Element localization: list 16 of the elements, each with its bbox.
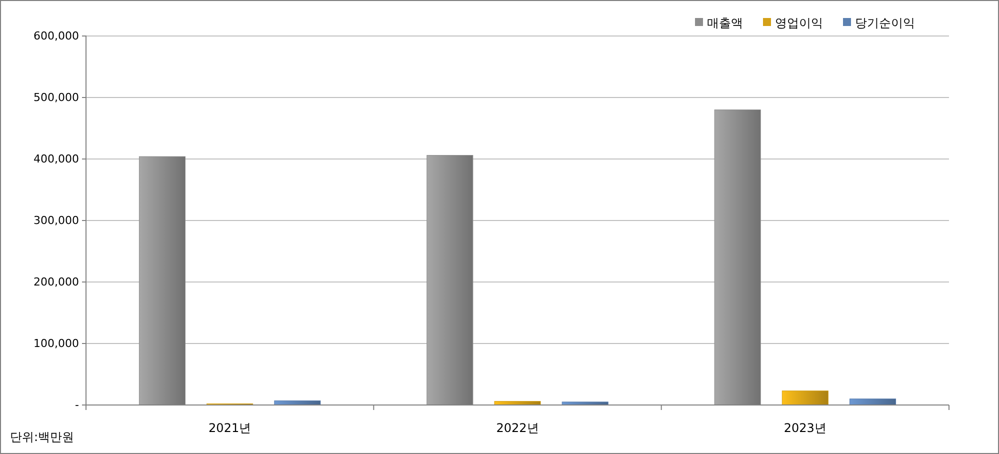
x-tick-label: 2023년 (784, 421, 826, 435)
x-tick-label: 2021년 (208, 421, 252, 435)
legend-label: 당기순이익 (855, 16, 915, 30)
text: 단위:백만원 (10, 430, 74, 444)
y-tick-label: - (75, 398, 80, 412)
x-tick-label: 2022년 (496, 421, 539, 435)
y-tick-label: 100,000 (34, 337, 79, 350)
legend-label: 매출액 (707, 16, 743, 30)
y-tick-label: 300,000 (34, 214, 79, 228)
y-tick-label: 200,000 (34, 276, 79, 289)
y-tick-label: 600,000 (34, 30, 79, 43)
bar (782, 390, 828, 406)
y-tick-label: 400,000 (34, 152, 79, 166)
bar (850, 398, 896, 406)
legend-label: 영업이익 (775, 16, 823, 30)
y-tick-label: 500,000 (34, 91, 79, 104)
